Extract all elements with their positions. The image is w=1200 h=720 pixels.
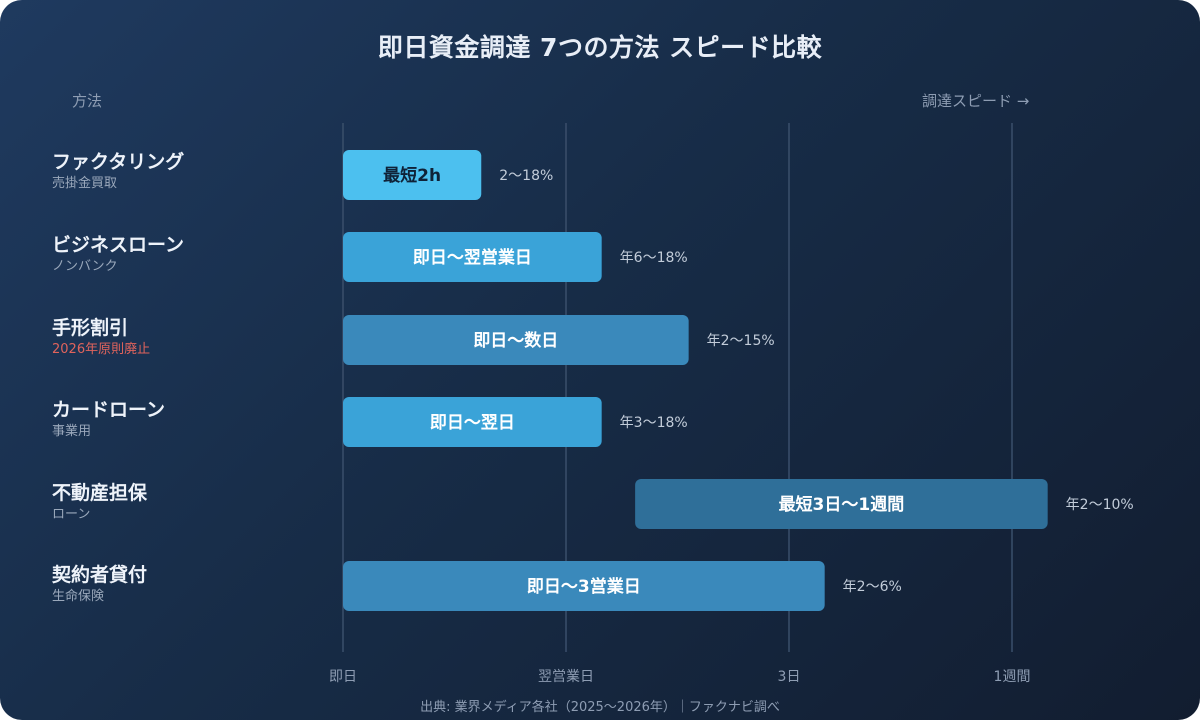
bar [343, 315, 689, 365]
row-name: ビジネスローン [52, 234, 185, 256]
row-sub: ノンバンク [52, 259, 118, 274]
row-name: 契約者貸付 [52, 564, 148, 586]
x-tick-label: 3日 [778, 669, 801, 685]
rate-label: 年2〜6% [843, 579, 902, 595]
row-sub-warning: 2026年原則廃止 [52, 342, 151, 357]
row-name: 不動産担保 [52, 482, 148, 504]
x-tick-label: 翌営業日 [538, 669, 594, 685]
bar [343, 561, 825, 611]
bar-label: 最短2h [383, 165, 441, 186]
bar-label: 即日〜3営業日 [527, 576, 641, 597]
speed-axis-header: 調達スピード → [922, 92, 1030, 110]
x-tick-label: 即日 [329, 669, 357, 685]
bar [343, 397, 602, 447]
rate-label: 年2〜15% [707, 333, 775, 349]
row-label-card-loan: カードローン 事業用 [52, 398, 165, 442]
method-column-header: 方法 [72, 92, 103, 110]
row-label-factoring: ファクタリング 売掛金買取 [52, 150, 184, 194]
row-sub: 事業用 [52, 424, 92, 439]
bar [635, 479, 1048, 529]
bar [343, 150, 482, 200]
source-note: 出典: 業界メディア各社（2025〜2026年）｜ファクナビ調べ [420, 700, 780, 715]
row-name: 手形割引 [52, 317, 129, 339]
row-name: ファクタリング [52, 151, 185, 173]
bar [343, 232, 602, 282]
bar-label: 即日〜翌営業日 [413, 247, 532, 268]
rate-label: 年2〜10% [1066, 497, 1134, 513]
row-sub: 売掛金買取 [52, 176, 118, 191]
bar-label: 最短3日〜1週間 [779, 494, 905, 515]
bar-label: 即日〜翌日 [430, 413, 515, 433]
row-label-business-loan: ビジネスローン ノンバンク [52, 233, 184, 277]
row-sub: ローン [52, 507, 91, 522]
rate-label: 年3〜18% [620, 415, 688, 431]
bar-label: 即日〜数日 [473, 330, 558, 351]
row-label-real-estate: 不動産担保 ローン [52, 481, 147, 525]
rate-label: 年6〜18% [620, 250, 688, 266]
row-name: カードローン [52, 399, 166, 421]
chart-title: 即日資金調達 7つの方法 スピード比較 [377, 33, 823, 62]
row-sub: 生命保険 [52, 589, 105, 604]
rate-label: 2〜18% [499, 168, 553, 184]
row-label-bill-discount: 手形割引 2026年原則廃止 [52, 316, 150, 360]
x-tick-label: 1週間 [994, 669, 1031, 685]
row-label-policy-loan: 契約者貸付 生命保険 [52, 563, 147, 607]
